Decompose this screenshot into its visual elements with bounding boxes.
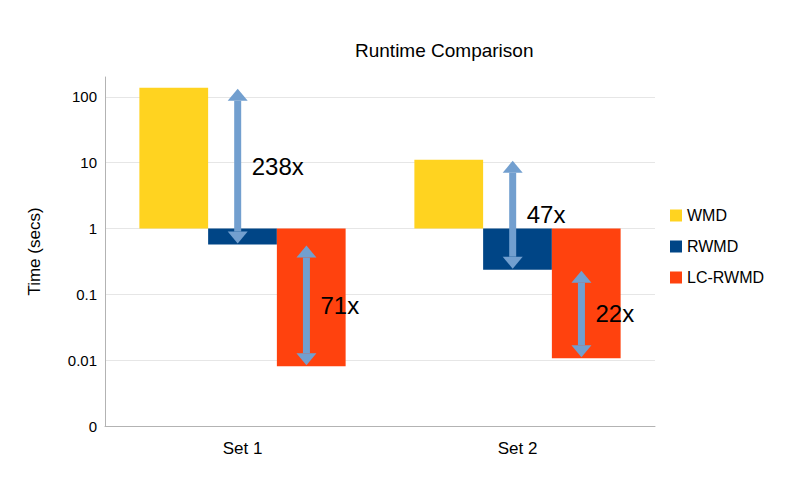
svg-text:10: 10: [80, 154, 97, 171]
svg-text:71x: 71x: [320, 292, 359, 319]
svg-text:22x: 22x: [595, 300, 634, 327]
svg-text:Set 1: Set 1: [223, 439, 263, 458]
svg-text:Runtime Comparison: Runtime Comparison: [355, 40, 533, 61]
svg-text:LC-RWMD: LC-RWMD: [687, 269, 764, 286]
svg-text:Set 2: Set 2: [498, 439, 538, 458]
svg-text:RWMD: RWMD: [687, 238, 738, 255]
svg-text:47x: 47x: [527, 201, 566, 228]
svg-text:1: 1: [89, 220, 97, 237]
svg-text:WMD: WMD: [687, 207, 727, 224]
svg-text:0.01: 0.01: [68, 352, 97, 369]
svg-text:238x: 238x: [252, 153, 304, 180]
svg-text:100: 100: [72, 88, 97, 105]
svg-text:0.1: 0.1: [76, 286, 97, 303]
svg-text:Time (secs): Time (secs): [25, 207, 44, 295]
svg-text:0: 0: [89, 418, 97, 435]
